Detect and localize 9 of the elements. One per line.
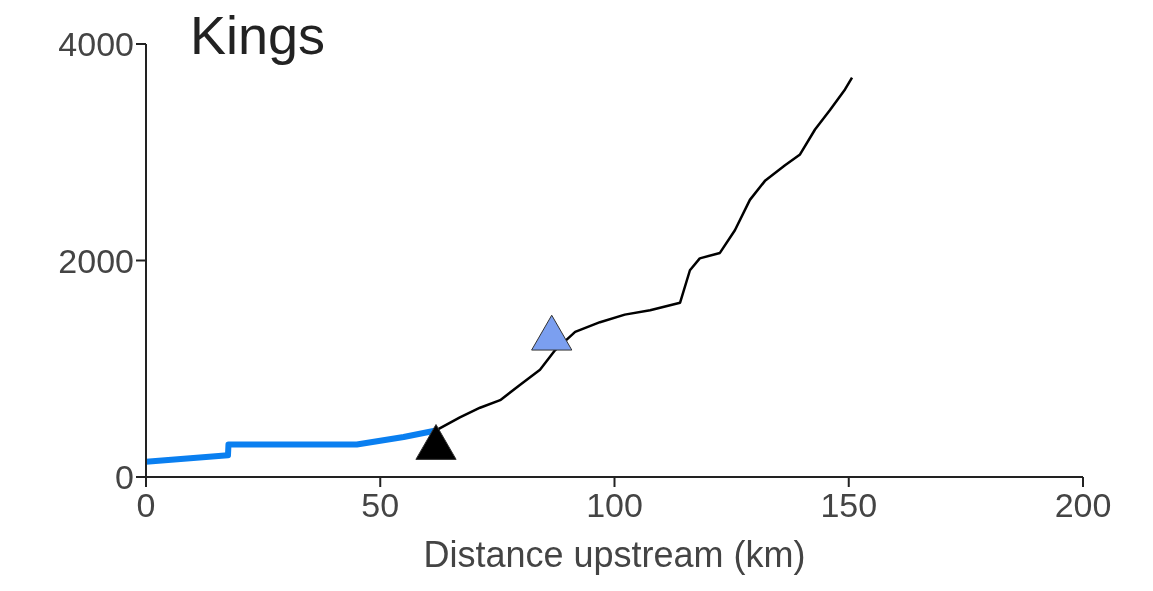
y-tick-label: 0 bbox=[115, 458, 134, 497]
x-tick-label: 200 bbox=[1054, 486, 1112, 525]
y-tick-label: 2000 bbox=[58, 241, 134, 280]
chart-title: Kings bbox=[190, 4, 326, 66]
x-axis-title: Distance upstream (km) bbox=[423, 534, 806, 575]
y-tick-label: 4000 bbox=[58, 25, 134, 64]
x-tick-label: 50 bbox=[361, 486, 400, 525]
x-tick-label: 100 bbox=[586, 486, 643, 525]
x-tick-label: 150 bbox=[820, 486, 878, 525]
